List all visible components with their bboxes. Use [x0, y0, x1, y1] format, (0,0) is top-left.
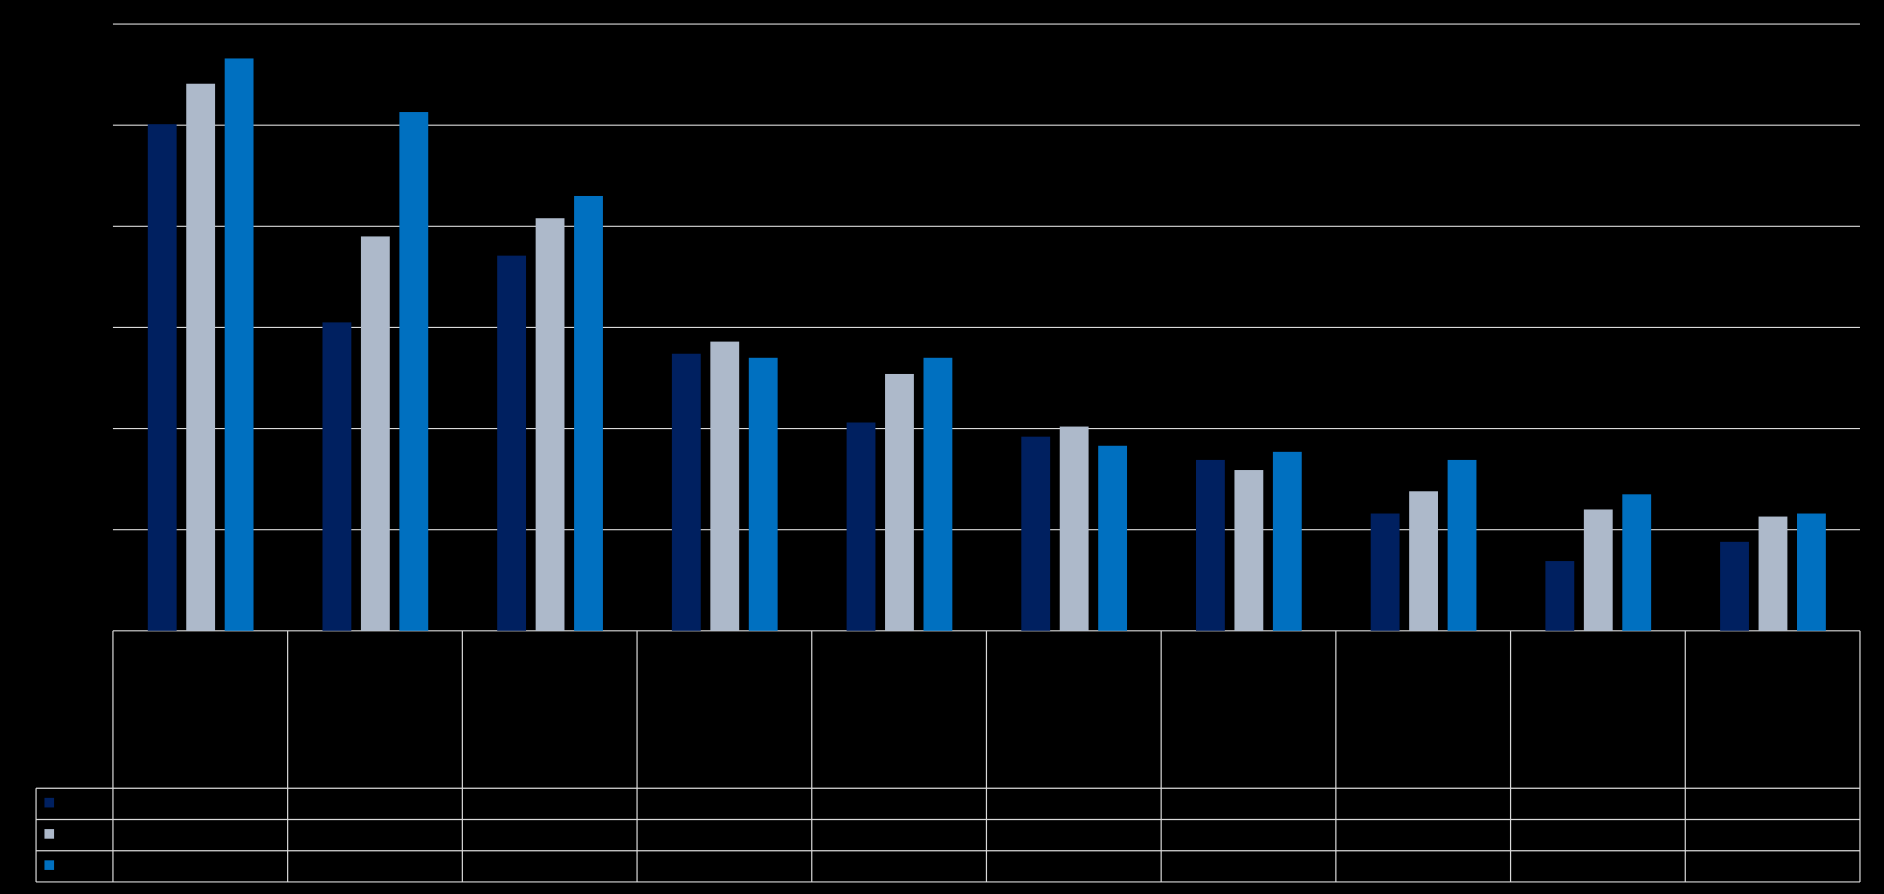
bar: [710, 341, 740, 631]
bar: [1583, 509, 1613, 631]
bar: [1234, 470, 1264, 631]
bar: [399, 112, 429, 631]
bar: [360, 236, 390, 631]
legend-marker: [44, 829, 55, 839]
bar: [671, 353, 701, 631]
bar: [1622, 494, 1652, 631]
bar: [885, 373, 914, 631]
bar: [322, 322, 352, 631]
bar: [224, 58, 254, 631]
bar: [1370, 513, 1400, 631]
bar: [1098, 445, 1128, 631]
bar: [1797, 513, 1826, 631]
bar: [1272, 451, 1302, 631]
legend-marker: [44, 860, 55, 870]
bar: [1059, 426, 1089, 631]
bar: [186, 83, 216, 631]
bar: [923, 357, 953, 631]
bar: [1545, 561, 1575, 631]
bar: [574, 195, 603, 631]
legend-marker: [44, 797, 55, 808]
bar: [1021, 436, 1051, 631]
bar: [748, 357, 778, 631]
bar: [1758, 516, 1788, 631]
bar: [846, 422, 876, 631]
bar: [1409, 491, 1438, 631]
bar: [1447, 459, 1477, 631]
data-table-frame: [35, 630, 1860, 883]
bar: [1196, 459, 1225, 631]
bar: [535, 218, 565, 631]
bar: [147, 124, 177, 631]
bar: [497, 255, 527, 631]
bar: [1720, 541, 1749, 631]
